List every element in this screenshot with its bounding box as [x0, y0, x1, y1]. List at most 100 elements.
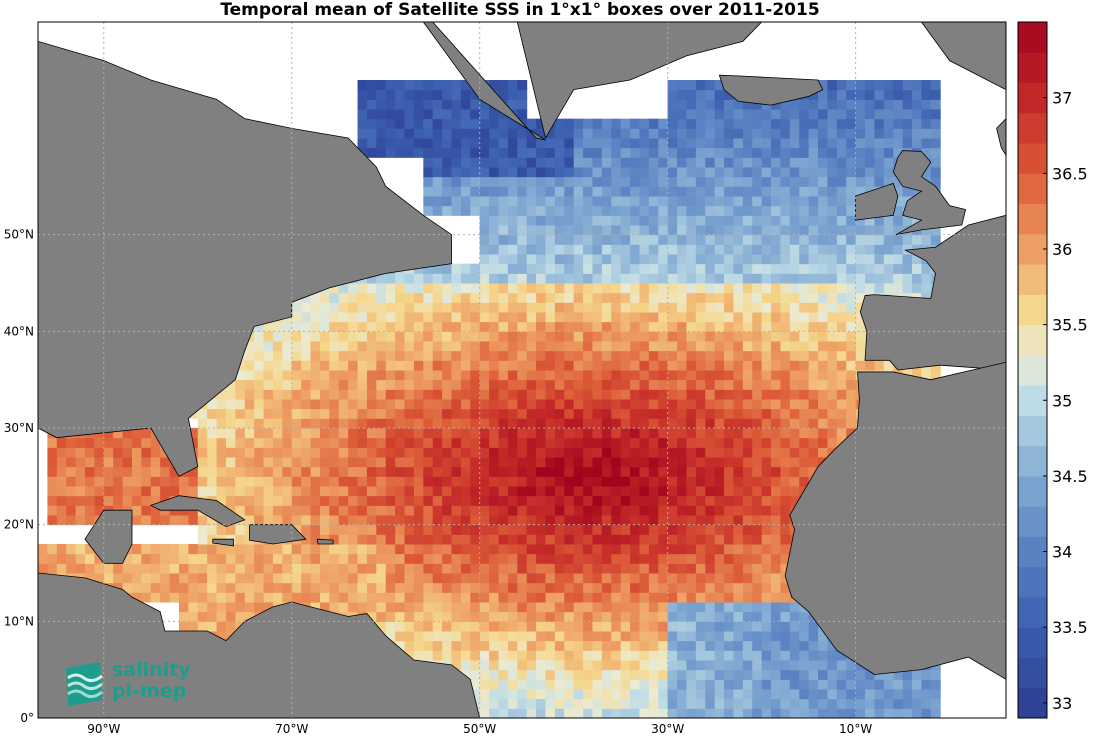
sss-cell [667, 573, 678, 584]
sss-cell [714, 669, 725, 680]
sss-cell [338, 292, 349, 303]
sss-cell [376, 495, 387, 506]
sss-cell [780, 660, 791, 671]
sss-cell [752, 341, 763, 352]
sss-cell [216, 495, 227, 506]
sss-cell [423, 389, 434, 400]
sss-cell [883, 157, 894, 168]
sss-cell [517, 370, 528, 381]
sss-cell [752, 660, 763, 671]
sss-cell [592, 621, 603, 632]
sss-cell [291, 360, 302, 371]
sss-cell [122, 563, 133, 574]
sss-cell [855, 689, 866, 700]
sss-cell [507, 708, 518, 718]
sss-cell [291, 476, 302, 487]
sss-cell [319, 515, 330, 526]
sss-cell [827, 244, 838, 255]
sss-cell [272, 486, 283, 497]
sss-cell [507, 389, 518, 400]
sss-cell [329, 466, 340, 477]
sss-cell [808, 640, 819, 651]
sss-cell [846, 312, 857, 323]
sss-cell [620, 147, 631, 158]
sss-cell [357, 573, 368, 584]
sss-cell [686, 167, 697, 178]
sss-cell [404, 147, 415, 158]
sss-cell [714, 225, 725, 236]
sss-cell [761, 312, 772, 323]
sss-cell [395, 321, 406, 332]
sss-cell [564, 138, 575, 149]
sss-cell [498, 582, 509, 593]
sss-cell [921, 273, 932, 284]
sss-cell [564, 689, 575, 700]
sss-cell [592, 273, 603, 284]
sss-cell [780, 486, 791, 497]
sss-cell [451, 379, 462, 390]
sss-cell [639, 263, 650, 274]
sss-cell [818, 437, 828, 448]
sss-cell [592, 176, 603, 187]
sss-cell [620, 505, 631, 516]
sss-cell [404, 138, 415, 149]
sss-cell [620, 205, 631, 216]
sss-cell [517, 350, 528, 361]
sss-cell [536, 254, 546, 265]
sss-cell [677, 215, 687, 226]
sss-cell [592, 341, 603, 352]
sss-cell [705, 408, 716, 419]
sss-cell [771, 350, 781, 361]
sss-cell [385, 80, 396, 91]
sss-cell [207, 573, 218, 584]
sss-cell [780, 341, 791, 352]
sss-cell [263, 447, 274, 458]
sss-cell [432, 611, 443, 622]
sss-cell [554, 447, 565, 458]
sss-cell [545, 321, 556, 332]
sss-cell [366, 147, 377, 158]
sss-cell [94, 573, 105, 584]
sss-cell [348, 466, 359, 477]
sss-cell [291, 515, 302, 526]
sss-cell [395, 399, 406, 410]
sss-cell [601, 254, 612, 265]
sss-cell [686, 573, 697, 584]
sss-cell [338, 592, 349, 603]
sss-cell [291, 495, 302, 506]
sss-cell [432, 524, 443, 535]
sss-cell [686, 689, 697, 700]
sss-cell [554, 234, 565, 245]
sss-cell [301, 486, 312, 497]
sss-cell [66, 495, 77, 506]
sss-cell [357, 515, 368, 526]
sss-cell [611, 350, 622, 361]
sss-cell [761, 138, 772, 149]
sss-cell [705, 360, 716, 371]
sss-cell [366, 341, 377, 352]
sss-cell [216, 602, 227, 613]
sss-cell [404, 573, 415, 584]
sss-cell [489, 273, 500, 284]
sss-cell [714, 186, 725, 197]
sss-cell [536, 408, 546, 419]
sss-cell [291, 544, 302, 555]
sss-cell [648, 389, 659, 400]
sss-cell [611, 244, 622, 255]
sss-cell [564, 640, 575, 651]
sss-cell [479, 157, 490, 168]
sss-cell [47, 553, 58, 564]
sss-cell [366, 399, 377, 410]
sss-cell [620, 399, 631, 410]
sss-cell [216, 573, 227, 584]
sss-cell [658, 428, 669, 439]
sss-cell [677, 582, 687, 593]
sss-cell [319, 563, 330, 574]
sss-cell [573, 302, 584, 313]
sss-cell [630, 611, 640, 622]
sss-cell [620, 669, 631, 680]
sss-cell [489, 669, 500, 680]
sss-cell [423, 138, 434, 149]
sss-cell [620, 437, 631, 448]
sss-cell [376, 476, 387, 487]
